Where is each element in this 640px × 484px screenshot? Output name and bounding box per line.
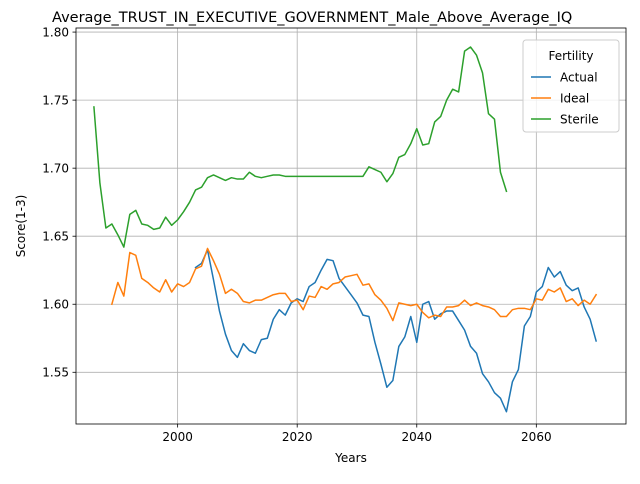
plot-frame	[75, 27, 627, 425]
legend: Fertility Actual Ideal Sterile	[522, 39, 620, 133]
series-line-ideal	[110, 247, 598, 322]
x-tick-label: 2020	[282, 430, 313, 444]
x-axis-label: Years	[334, 451, 367, 465]
y-tick-label: 1.65	[42, 230, 69, 244]
x-tick-label: 2040	[401, 430, 432, 444]
legend-box	[522, 39, 620, 133]
series-lines	[93, 46, 598, 413]
series-line-actual	[194, 249, 598, 413]
legend-items: Actual Ideal Sterile	[531, 71, 599, 127]
axis-ticks: 2000 2020 2040 2060 1.55 1.60 1.65 1.70 1.75 1.80	[42, 25, 551, 444]
y-tick-label: 1.60	[42, 298, 69, 312]
legend-label-ideal: Ideal	[560, 92, 589, 106]
y-tick-label: 1.80	[42, 25, 69, 39]
x-tick-label: 2000	[162, 430, 193, 444]
legend-label-actual: Actual	[560, 71, 598, 85]
y-tick-label: 1.70	[42, 161, 69, 175]
y-tick-label: 1.55	[42, 366, 69, 380]
x-tick-label: 2060	[521, 430, 552, 444]
grid-lines	[76, 28, 626, 424]
y-tick-label: 1.75	[42, 93, 69, 107]
legend-label-sterile: Sterile	[560, 113, 599, 127]
series-line-sterile	[93, 46, 508, 248]
y-axis-label: Score(1-3)	[14, 195, 28, 258]
legend-title: Fertility	[548, 49, 593, 63]
chart-title: Average_TRUST_IN_EXECUTIVE_GOVERNMENT_Ma…	[52, 10, 572, 26]
